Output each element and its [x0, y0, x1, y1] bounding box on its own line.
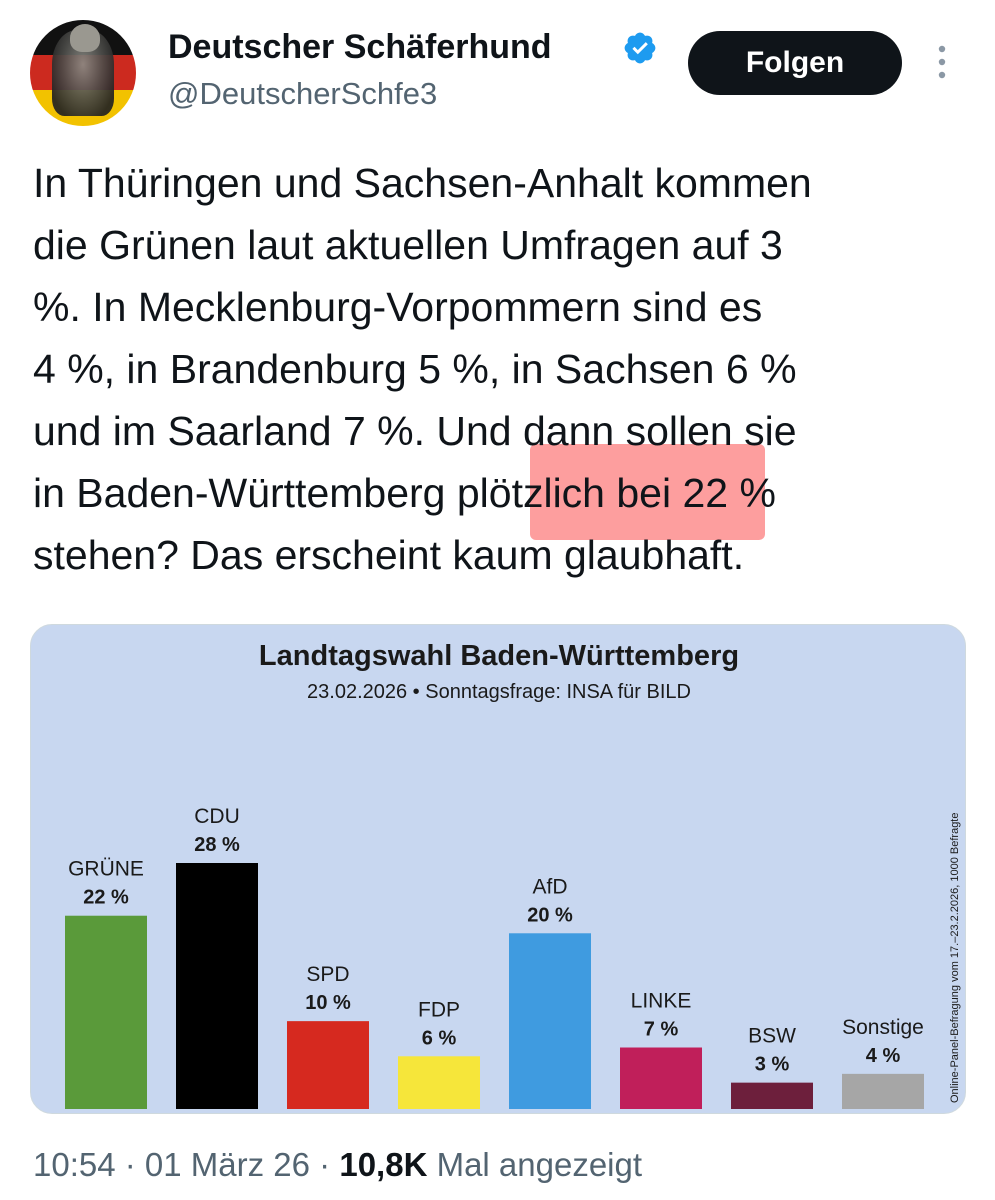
- bar-value-label: 20 %: [527, 904, 573, 926]
- tweet-line: und im Saarland 7 %. Und dann sollen sie: [33, 408, 797, 454]
- chart-title: Landtagswahl Baden-Württemberg: [259, 640, 739, 672]
- bar-sonstige: [842, 1073, 924, 1109]
- tweet-line: die Grünen laut aktuellen Umfragen auf 3: [33, 222, 783, 268]
- tweet-line: %. In Mecklenburg-Vorpommern sind es: [33, 284, 763, 330]
- bar-cdu: [176, 863, 258, 1109]
- avatar[interactable]: [30, 20, 136, 126]
- user-handle[interactable]: @DeutscherSchfe3: [168, 76, 438, 111]
- tweet-time[interactable]: 10:54: [33, 1146, 116, 1183]
- tweet-metadata: 10:54 · 01 März 26 · 10,8K Mal angezeigt: [33, 1146, 642, 1184]
- bar-value-label: 22 %: [83, 887, 129, 909]
- tweet-line: In Thüringen und Sachsen-Anhalt kommen: [33, 160, 812, 206]
- bar-category-label: BSW: [748, 1025, 796, 1048]
- tweet-date[interactable]: 01 März 26: [144, 1146, 311, 1183]
- bar-value-label: 3 %: [755, 1054, 790, 1076]
- bar-grüne: [65, 915, 147, 1109]
- views-count: 10,8K: [339, 1146, 428, 1183]
- tweet-line: in Baden-Württemberg plötzlich bei 22 %: [33, 470, 776, 516]
- follow-button[interactable]: Folgen: [688, 31, 902, 95]
- bar-value-label: 6 %: [422, 1027, 457, 1049]
- bar-value-label: 28 %: [194, 834, 240, 856]
- avatar-dog-icon: [70, 24, 100, 52]
- bar-bsw: [731, 1082, 813, 1109]
- bar-value-label: 10 %: [305, 992, 351, 1014]
- bar-category-label: LINKE: [631, 990, 692, 1013]
- views-label: Mal angezeigt: [427, 1146, 643, 1183]
- bar-afd: [509, 933, 591, 1109]
- display-name[interactable]: Deutscher Schäferhund: [168, 28, 552, 66]
- tweet-media-image[interactable]: Landtagswahl Baden-Württemberg 23.02.202…: [30, 624, 966, 1114]
- bar-spd: [287, 1021, 369, 1109]
- tweet-line: 4 %, in Brandenburg 5 %, in Sachsen 6 %: [33, 346, 797, 392]
- bar-category-label: AfD: [532, 875, 567, 898]
- tweet-text: In Thüringen und Sachsen-Anhalt kommen d…: [33, 152, 973, 586]
- bar-category-label: CDU: [194, 805, 240, 828]
- separator: ·: [115, 1146, 145, 1183]
- bar-linke: [620, 1047, 702, 1109]
- separator: ·: [310, 1146, 340, 1183]
- tweet-line: stehen? Das erscheint kaum glaubhaft.: [33, 532, 745, 578]
- chart-source-note: Online-Panel-Befragung vom 17.–23.2.2026…: [949, 813, 961, 1103]
- verified-badge-icon: [624, 32, 656, 64]
- bar-category-label: FDP: [418, 998, 460, 1021]
- bar-category-label: SPD: [306, 963, 349, 986]
- chart-subtitle: 23.02.2026 • Sonntagsfrage: INSA für BIL…: [307, 681, 691, 703]
- highlight-mark: [530, 444, 765, 540]
- bar-fdp: [398, 1056, 480, 1109]
- bar-value-label: 4 %: [866, 1045, 901, 1067]
- more-vertical-icon[interactable]: [934, 42, 950, 82]
- bar-value-label: 7 %: [644, 1019, 679, 1041]
- bar-category-label: GRÜNE: [68, 858, 144, 881]
- bar-category-label: Sonstige: [842, 1016, 924, 1039]
- bars-group: 22 % GRÜNE 28 % CDU 10 % SPD 6 % FDP 20 % AfD 7 % L…: [65, 805, 924, 1109]
- bar-chart: Landtagswahl Baden-Württemberg 23.02.202…: [65, 640, 961, 1109]
